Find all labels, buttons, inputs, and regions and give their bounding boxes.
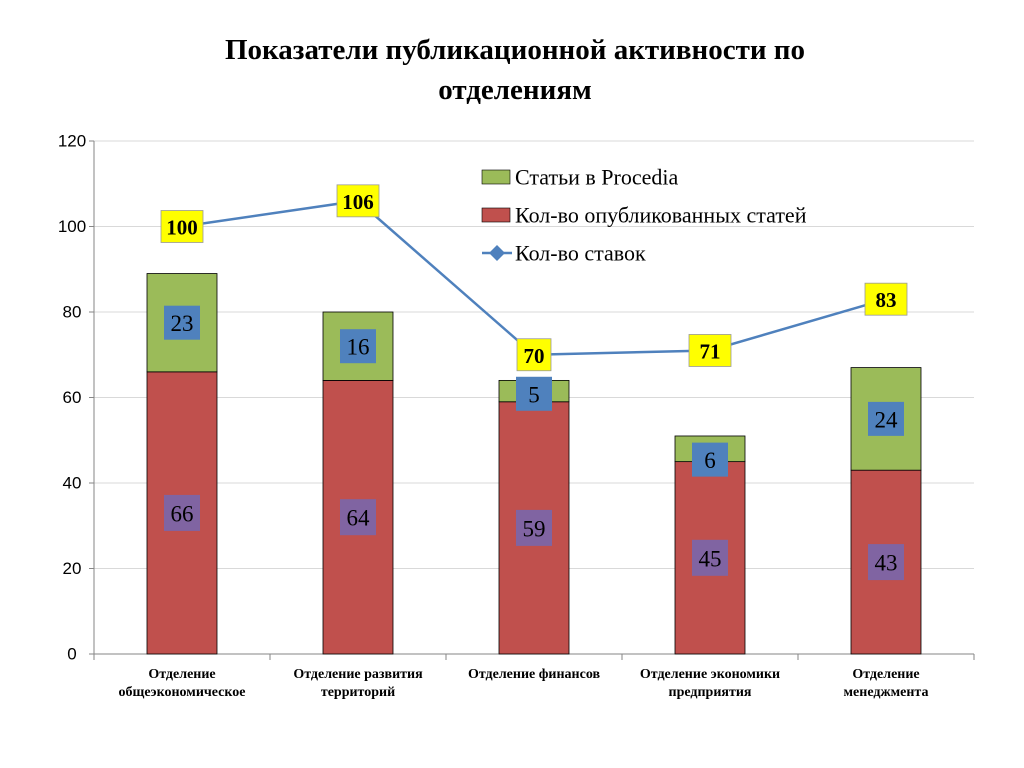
data-label-published: 43 — [875, 551, 898, 576]
data-label-published: 59 — [523, 516, 546, 541]
data-label-procedia-box — [692, 442, 728, 477]
data-label-published: 66 — [171, 501, 194, 526]
data-label-procedia: 24 — [875, 407, 899, 432]
data-label-procedia-box — [164, 305, 200, 340]
legend-label: Кол-во ставок — [515, 241, 646, 266]
y-tick-label: 100 — [58, 217, 86, 236]
legend-swatch — [481, 169, 511, 185]
data-label-rates: 70 — [524, 344, 545, 368]
y-tick-label: 60 — [63, 388, 82, 407]
data-label-procedia: 16 — [347, 335, 370, 360]
data-label-rates: 83 — [876, 288, 897, 312]
data-label-published-box — [868, 544, 904, 581]
data-label-rates-box — [864, 282, 908, 316]
data-label-rates: 71 — [700, 339, 721, 363]
data-label-published-box — [516, 509, 552, 546]
data-label-rates-box — [688, 334, 732, 367]
data-label-published: 64 — [347, 506, 371, 531]
chart-title-line-2: отделениям — [438, 74, 592, 106]
legend-label: Кол-во опубликованных статей — [515, 203, 807, 228]
y-tick-label: 40 — [63, 474, 82, 493]
chart-title-line-1: Показатели публикационной активности по — [224, 34, 806, 66]
data-label-published-box — [340, 499, 376, 536]
legend-label: Статьи в Procedia — [515, 165, 678, 190]
data-label-procedia: 5 — [528, 382, 540, 407]
data-label-procedia: 6 — [704, 448, 716, 473]
data-label-rates-box — [160, 210, 204, 243]
y-tick-label: 20 — [63, 559, 82, 578]
data-label-published: 45 — [699, 546, 722, 571]
data-label-rates: 106 — [342, 190, 374, 214]
data-label-rates-box — [516, 338, 552, 372]
data-label-procedia: 23 — [171, 311, 194, 336]
data-label-published-box — [692, 539, 728, 576]
y-tick-label: 80 — [63, 303, 82, 322]
data-label-rates: 100 — [166, 216, 198, 240]
data-label-rates-box — [336, 184, 380, 218]
legend-swatch — [481, 207, 511, 223]
y-tick-label: 120 — [58, 132, 86, 151]
data-label-procedia-box — [516, 376, 552, 411]
data-label-published-box — [164, 494, 200, 531]
y-tick-label: 0 — [67, 645, 76, 664]
legend-marker-diamond — [489, 245, 505, 261]
data-label-procedia-box — [868, 401, 904, 436]
chart-title: Показатели публикационной активности по … — [90, 30, 940, 110]
data-label-procedia-box — [340, 329, 376, 364]
